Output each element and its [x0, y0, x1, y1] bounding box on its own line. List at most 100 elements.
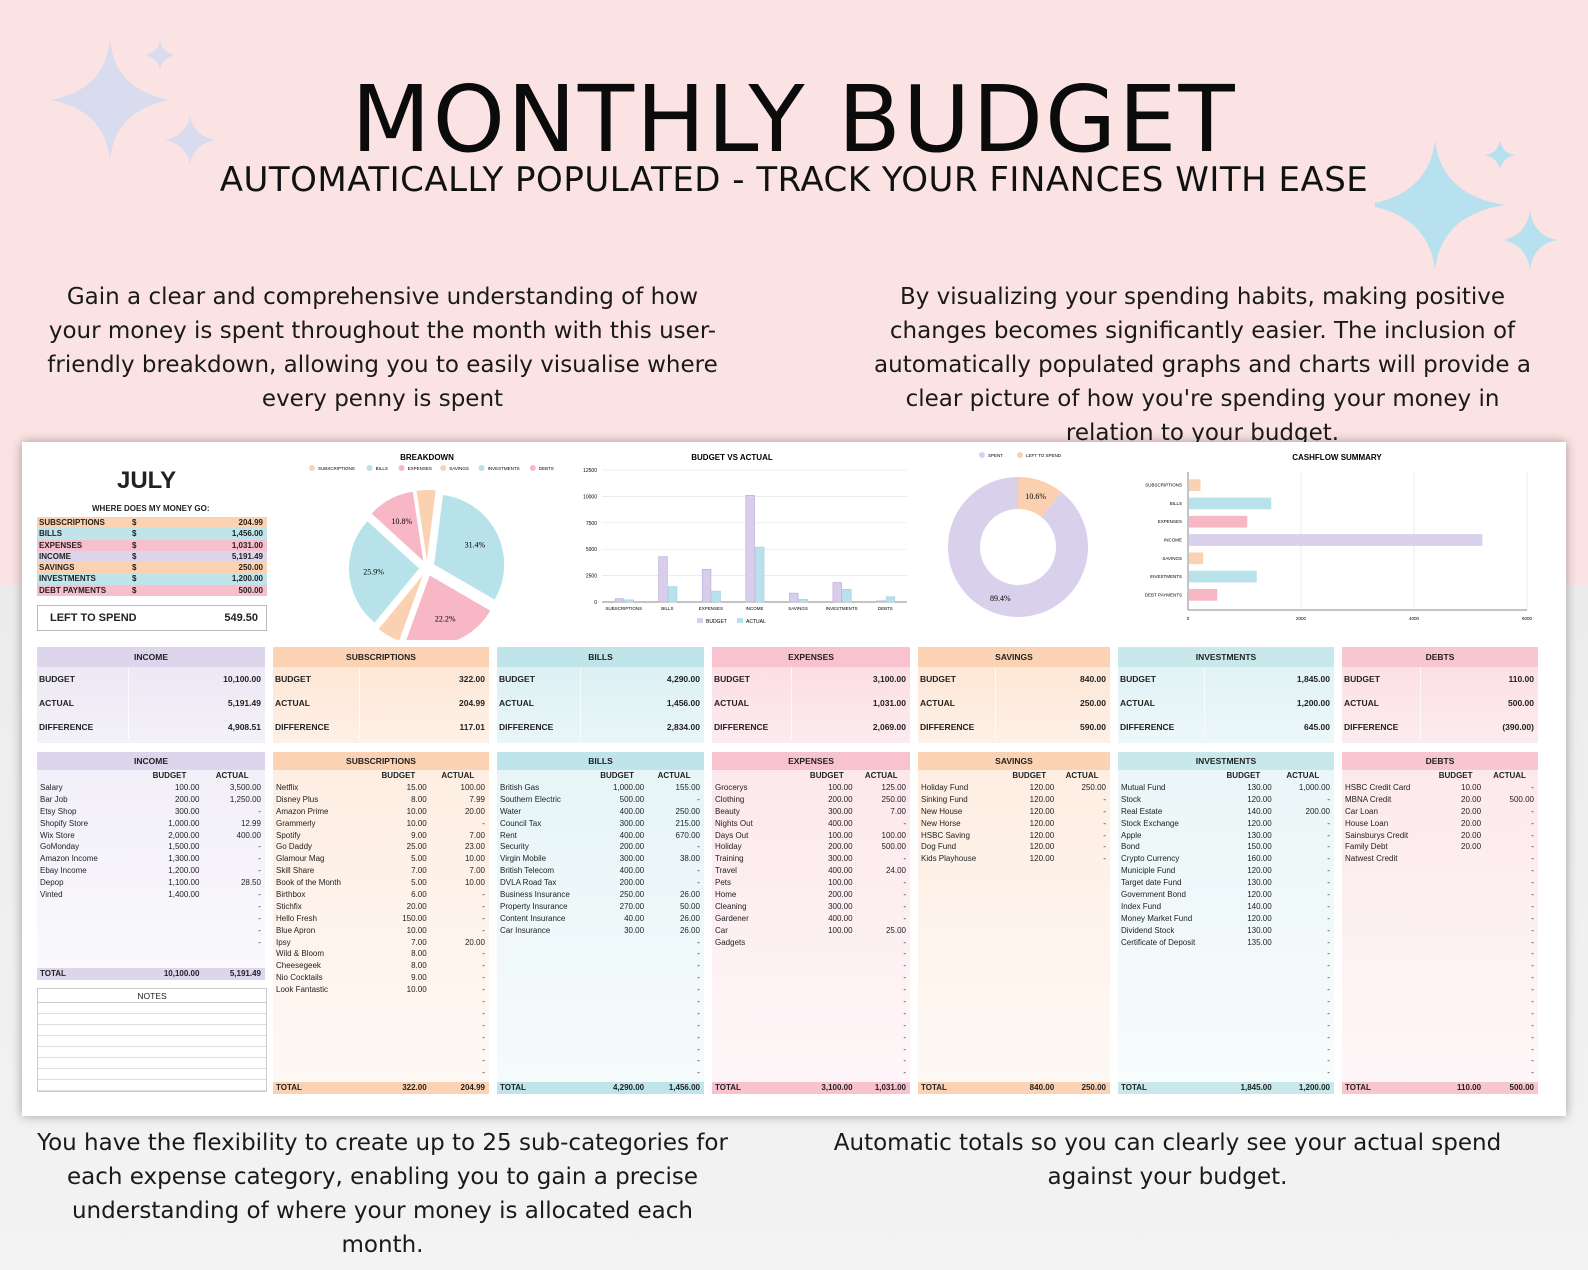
summary-card-difference-value: (390.00) — [1420, 715, 1538, 739]
detail-item-budget: 300.00 — [619, 854, 645, 864]
detail-item-budget: 250.00 — [619, 890, 645, 900]
detail-item-budget — [1430, 948, 1485, 960]
summary-row: INCOME $5,191.49 — [37, 550, 267, 563]
summary-card-actual-label: ACTUAL — [39, 698, 74, 708]
detail-row: - — [273, 1055, 489, 1067]
detail-item-budget: 300.00 — [828, 854, 853, 864]
detail-item-actual: - — [1531, 806, 1534, 816]
detail-item-name — [1118, 1020, 1215, 1032]
detail-item-name — [1342, 948, 1430, 960]
detail-item-name: Rent — [500, 830, 517, 840]
detail-item-actual: - — [1531, 997, 1534, 1007]
detail-item-actual: - — [1103, 842, 1106, 852]
cashflow-bar — [1189, 552, 1204, 565]
detail-item-budget: 30.00 — [624, 925, 645, 935]
summary-card-actual-row: ACTUAL 500.00 — [1342, 691, 1538, 715]
detail-row: - — [712, 1020, 910, 1032]
sparkle-icon — [50, 40, 215, 165]
notes-box[interactable]: NOTES — [37, 988, 267, 1092]
detail-item-name: Crypto Currency — [1121, 854, 1180, 864]
detail-row: Stock Exchange 120.00 - — [1118, 818, 1334, 830]
detail-item-budget: 10.00 — [406, 818, 427, 828]
detail-item-budget: 1,000.00 — [168, 818, 200, 828]
legend-swatch — [309, 465, 315, 471]
detail-item-budget — [370, 1055, 430, 1067]
x-tick-label: BILLS — [661, 606, 673, 611]
detail-item-name — [37, 937, 140, 949]
detail-item-budget — [370, 1044, 430, 1056]
detail-row: - — [712, 1032, 910, 1044]
detail-item-budget — [1215, 960, 1275, 972]
y-tick-label: 12500 — [583, 468, 597, 474]
detail-item-budget — [1430, 889, 1485, 901]
detail-item-name: Ipsy — [276, 937, 291, 947]
detail-item-budget — [370, 1020, 430, 1032]
detail-item-actual: 24.00 — [885, 866, 906, 876]
legend-swatch — [697, 618, 703, 623]
detail-item-name: Nio Cocktails — [276, 973, 323, 983]
detail-item-actual: - — [1531, 890, 1534, 900]
detail-item-name — [1342, 1008, 1430, 1020]
detail-total-budget: 840.00 — [1029, 1083, 1055, 1092]
detail-item-budget: 200.00 — [619, 878, 645, 888]
detail-row: - — [1342, 877, 1538, 889]
detail-item-name: Family Debt — [1345, 842, 1388, 852]
detail-item-budget: 10.00 — [1461, 783, 1482, 792]
summary-card-actual-label: ACTUAL — [1344, 698, 1379, 708]
detail-item-budget: 9.00 — [411, 830, 427, 840]
column-header-blank — [1342, 770, 1430, 782]
detail-item-budget — [590, 1055, 648, 1067]
y-tick-label: EXPENSES — [1158, 519, 1182, 524]
detail-row: - — [497, 948, 704, 960]
detail-item-actual: - — [903, 1068, 906, 1078]
detail-item-name — [1342, 865, 1430, 877]
detail-item-budget — [1215, 1067, 1275, 1079]
detail-item-actual: - — [697, 842, 700, 852]
summary-card-title: DEBTS — [1342, 647, 1538, 667]
detail-item-name: HSBC Saving — [921, 830, 970, 840]
pie-slice — [349, 521, 420, 623]
detail-total-label: TOTAL — [276, 1083, 302, 1092]
detail-item-budget: 400.00 — [619, 866, 645, 876]
pie-slice — [406, 575, 491, 640]
summary-value: 204.99 — [238, 518, 263, 527]
detail-item-name — [1342, 877, 1430, 889]
summary-card-budget-value: 110.00 — [1420, 667, 1538, 691]
detail-item-budget: 200.00 — [174, 794, 200, 804]
detail-total-row: TOTAL 840.00 250.00 — [918, 1082, 1110, 1094]
detail-item-name: Sinking Fund — [921, 794, 968, 804]
detail-row: - — [1118, 948, 1334, 960]
summary-card-difference-label: DIFFERENCE — [499, 722, 554, 732]
detail-item-name: Stichfix — [276, 901, 302, 911]
detail-item-budget: 7.00 — [411, 937, 427, 947]
detail-item-budget: 15.00 — [406, 783, 427, 792]
detail-item-actual: - — [1531, 973, 1534, 983]
detail-item-name: HSBC Credit Card — [1345, 783, 1411, 792]
detail-item-actual: - — [903, 937, 906, 947]
detail-item-actual: - — [1531, 1056, 1534, 1066]
detail-item-name — [712, 972, 801, 984]
detail-item-name: Virgin Mobile — [500, 854, 547, 864]
detail-card-income: INCOME BUDGET ACTUAL Salary 100.00 3,500.00 Ba… — [37, 752, 265, 980]
detail-item-name — [273, 996, 370, 1008]
detail-card-title: SUBSCRIPTIONS — [273, 752, 489, 770]
y-tick-label: SAVINGS — [1162, 556, 1182, 561]
detail-item-budget — [1430, 1008, 1485, 1020]
bar — [798, 599, 808, 603]
detail-item-budget: 40.00 — [624, 913, 645, 923]
detail-item-actual: - — [1531, 913, 1534, 923]
detail-item-budget — [1430, 1044, 1485, 1056]
summary-card-budget-value: 1,845.00 — [1204, 667, 1334, 691]
detail-item-budget: 6.00 — [411, 890, 427, 900]
detail-item-name: Cheesegeek — [276, 961, 321, 971]
detail-row: Holiday Fund 120.00 250.00 — [918, 782, 1110, 794]
legend-label: BUDGET — [706, 619, 727, 625]
legend-label: LEFT TO SPEND — [1026, 453, 1062, 458]
detail-row: Go Daddy 25.00 23.00 — [273, 841, 489, 853]
detail-row: Grocerys 100.00 125.00 — [712, 782, 910, 794]
detail-total-budget: 10,100.00 — [163, 969, 200, 978]
detail-item-actual: 3,500.00 — [229, 783, 261, 792]
summary-card-title: SAVINGS — [918, 647, 1110, 667]
summary-card-actual-value: 1,456.00 — [579, 691, 704, 715]
detail-card-title: EXPENSES — [712, 752, 910, 770]
